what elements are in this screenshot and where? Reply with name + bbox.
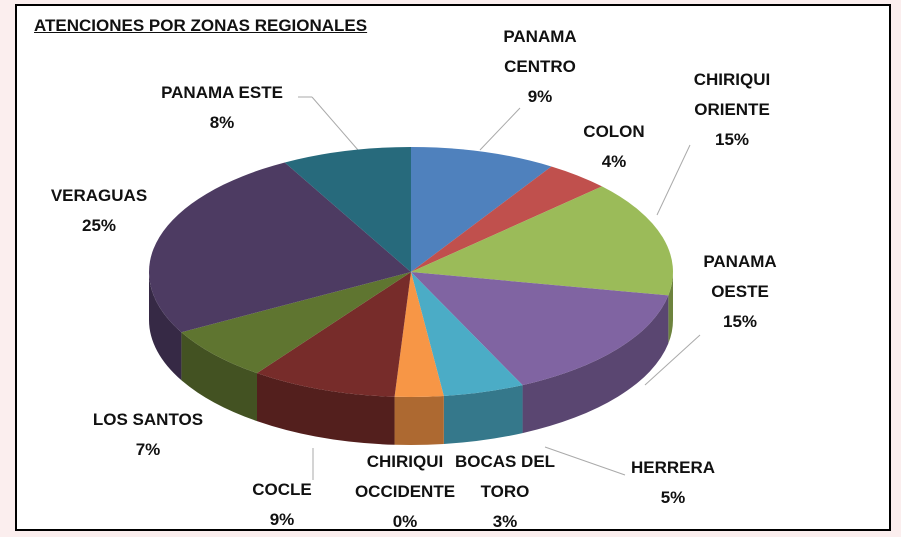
data-label: LOS SANTOS 7%: [78, 405, 218, 465]
leader-line: [479, 107, 521, 151]
value-label: 3%: [492, 512, 518, 531]
chart-title: ATENCIONES POR ZONAS REGIONALES: [34, 16, 368, 35]
slice: [411, 186, 673, 296]
slice: [149, 162, 411, 333]
leader-line: [544, 446, 626, 476]
value-label: 4%: [601, 152, 627, 171]
slice: [411, 272, 523, 397]
value-label: 7%: [135, 440, 161, 459]
slice-side: [668, 272, 673, 344]
data-label: PANAMA ESTE 8%: [142, 78, 302, 138]
value-label: 15%: [714, 130, 750, 149]
category-label: PANAMA OESTE: [703, 252, 777, 301]
data-label: HERRERA 5%: [618, 453, 728, 513]
data-label: PANAMA CENTRO 9%: [485, 22, 595, 112]
category-label: CHIRIQUI ORIENTE: [693, 70, 771, 119]
data-label: COLON 4%: [569, 117, 659, 177]
slice-side: [257, 373, 395, 445]
value-label: 8%: [209, 113, 235, 132]
value-label: 15%: [722, 312, 758, 331]
data-label: CHIRIQUI ORIENTE 15%: [677, 65, 787, 155]
value-label: 0%: [392, 512, 418, 531]
value-label: 9%: [269, 510, 295, 529]
slice-side: [522, 295, 669, 434]
category-label: PANAMA ESTE: [161, 83, 283, 102]
category-label: HERRERA: [630, 458, 716, 477]
category-label: VERAGUAS: [50, 186, 148, 205]
category-label: BOCAS DEL TORO: [454, 452, 556, 501]
leader-line: [311, 96, 359, 151]
value-label: 25%: [81, 216, 117, 235]
leader-lines: [298, 96, 701, 480]
slice: [411, 272, 669, 386]
value-label: 5%: [660, 488, 686, 507]
value-label: 9%: [527, 87, 553, 106]
data-label: CHIRIQUI OCCIDENTE 0%: [350, 447, 460, 537]
slice: [284, 147, 411, 272]
category-label: COCLE: [252, 480, 312, 499]
slice: [257, 272, 411, 397]
data-label: VERAGUAS 25%: [39, 181, 159, 241]
data-label: PANAMA OESTE 15%: [685, 247, 795, 337]
slice-side: [181, 332, 258, 422]
slice-side: [443, 385, 523, 445]
category-label: PANAMA CENTRO: [503, 27, 577, 76]
slice-side: [149, 272, 182, 381]
category-label: CHIRIQUI OCCIDENTE: [354, 452, 456, 501]
pie-tops: [149, 147, 673, 397]
data-label: BOCAS DEL TORO 3%: [450, 447, 560, 537]
pie-sides: [149, 272, 673, 445]
slice: [411, 166, 602, 272]
slice: [411, 147, 552, 272]
slice: [394, 272, 444, 397]
slice-side: [394, 396, 444, 445]
category-label: COLON: [583, 122, 645, 141]
leader-line: [644, 334, 701, 386]
leader-line: [656, 144, 691, 216]
data-label: COCLE 9%: [232, 475, 332, 535]
category-label: LOS SANTOS: [92, 410, 204, 429]
slice: [181, 272, 411, 374]
